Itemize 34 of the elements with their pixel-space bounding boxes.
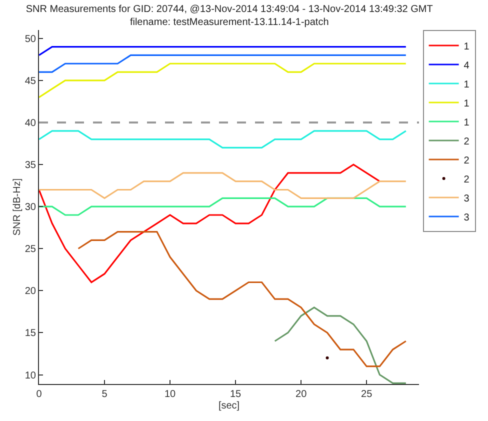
legend-label: 2 (464, 136, 470, 148)
legend-label: 4 (464, 60, 470, 72)
legend-label: 3 (464, 212, 470, 224)
line-series (39, 62, 407, 98)
y-axis-title: SNR [dB-Hz] (12, 178, 23, 236)
chart-title: SNR Measurements for GID: 20744, @13-Nov-2014 13:49:04 - 13-Nov-2014 13:49:32 GMT (26, 4, 433, 15)
y-tick-label: 30 (24, 202, 36, 214)
y-tick-label: 20 (24, 286, 36, 298)
y-tick-label: 40 (24, 118, 36, 129)
line-series (274, 306, 407, 384)
y-tick-label: 15 (24, 328, 36, 340)
legend-label: 3 (464, 193, 470, 204)
y-tick-label: 35 (24, 160, 36, 172)
legend-label: 1 (464, 117, 470, 128)
line-series (78, 231, 407, 368)
x-tick-label: 10 (164, 389, 176, 400)
y-tick-label: 50 (24, 34, 36, 45)
line-series (39, 164, 380, 284)
x-tick-label: 0 (36, 389, 42, 400)
legend-label: 1 (464, 41, 470, 52)
x-tick-label: 20 (296, 389, 308, 400)
x-axis-title: [sec] (218, 400, 240, 412)
legend-label: 2 (464, 155, 470, 166)
legend-label: 1 (464, 98, 470, 110)
y-tick-label: 45 (24, 76, 36, 87)
x-tick-label: 25 (361, 389, 373, 400)
x-tick-label: 5 (102, 389, 108, 400)
legend-label: 1 (464, 79, 470, 90)
legend-label: 2 (464, 174, 470, 186)
chart-subtitle: filename: testMeasurement-13.11.14-1-patch (130, 17, 329, 28)
x-tick-label: 15 (230, 389, 242, 400)
y-tick-label: 10 (24, 370, 36, 382)
line-series (39, 172, 407, 199)
y-tick-label: 25 (24, 244, 36, 256)
